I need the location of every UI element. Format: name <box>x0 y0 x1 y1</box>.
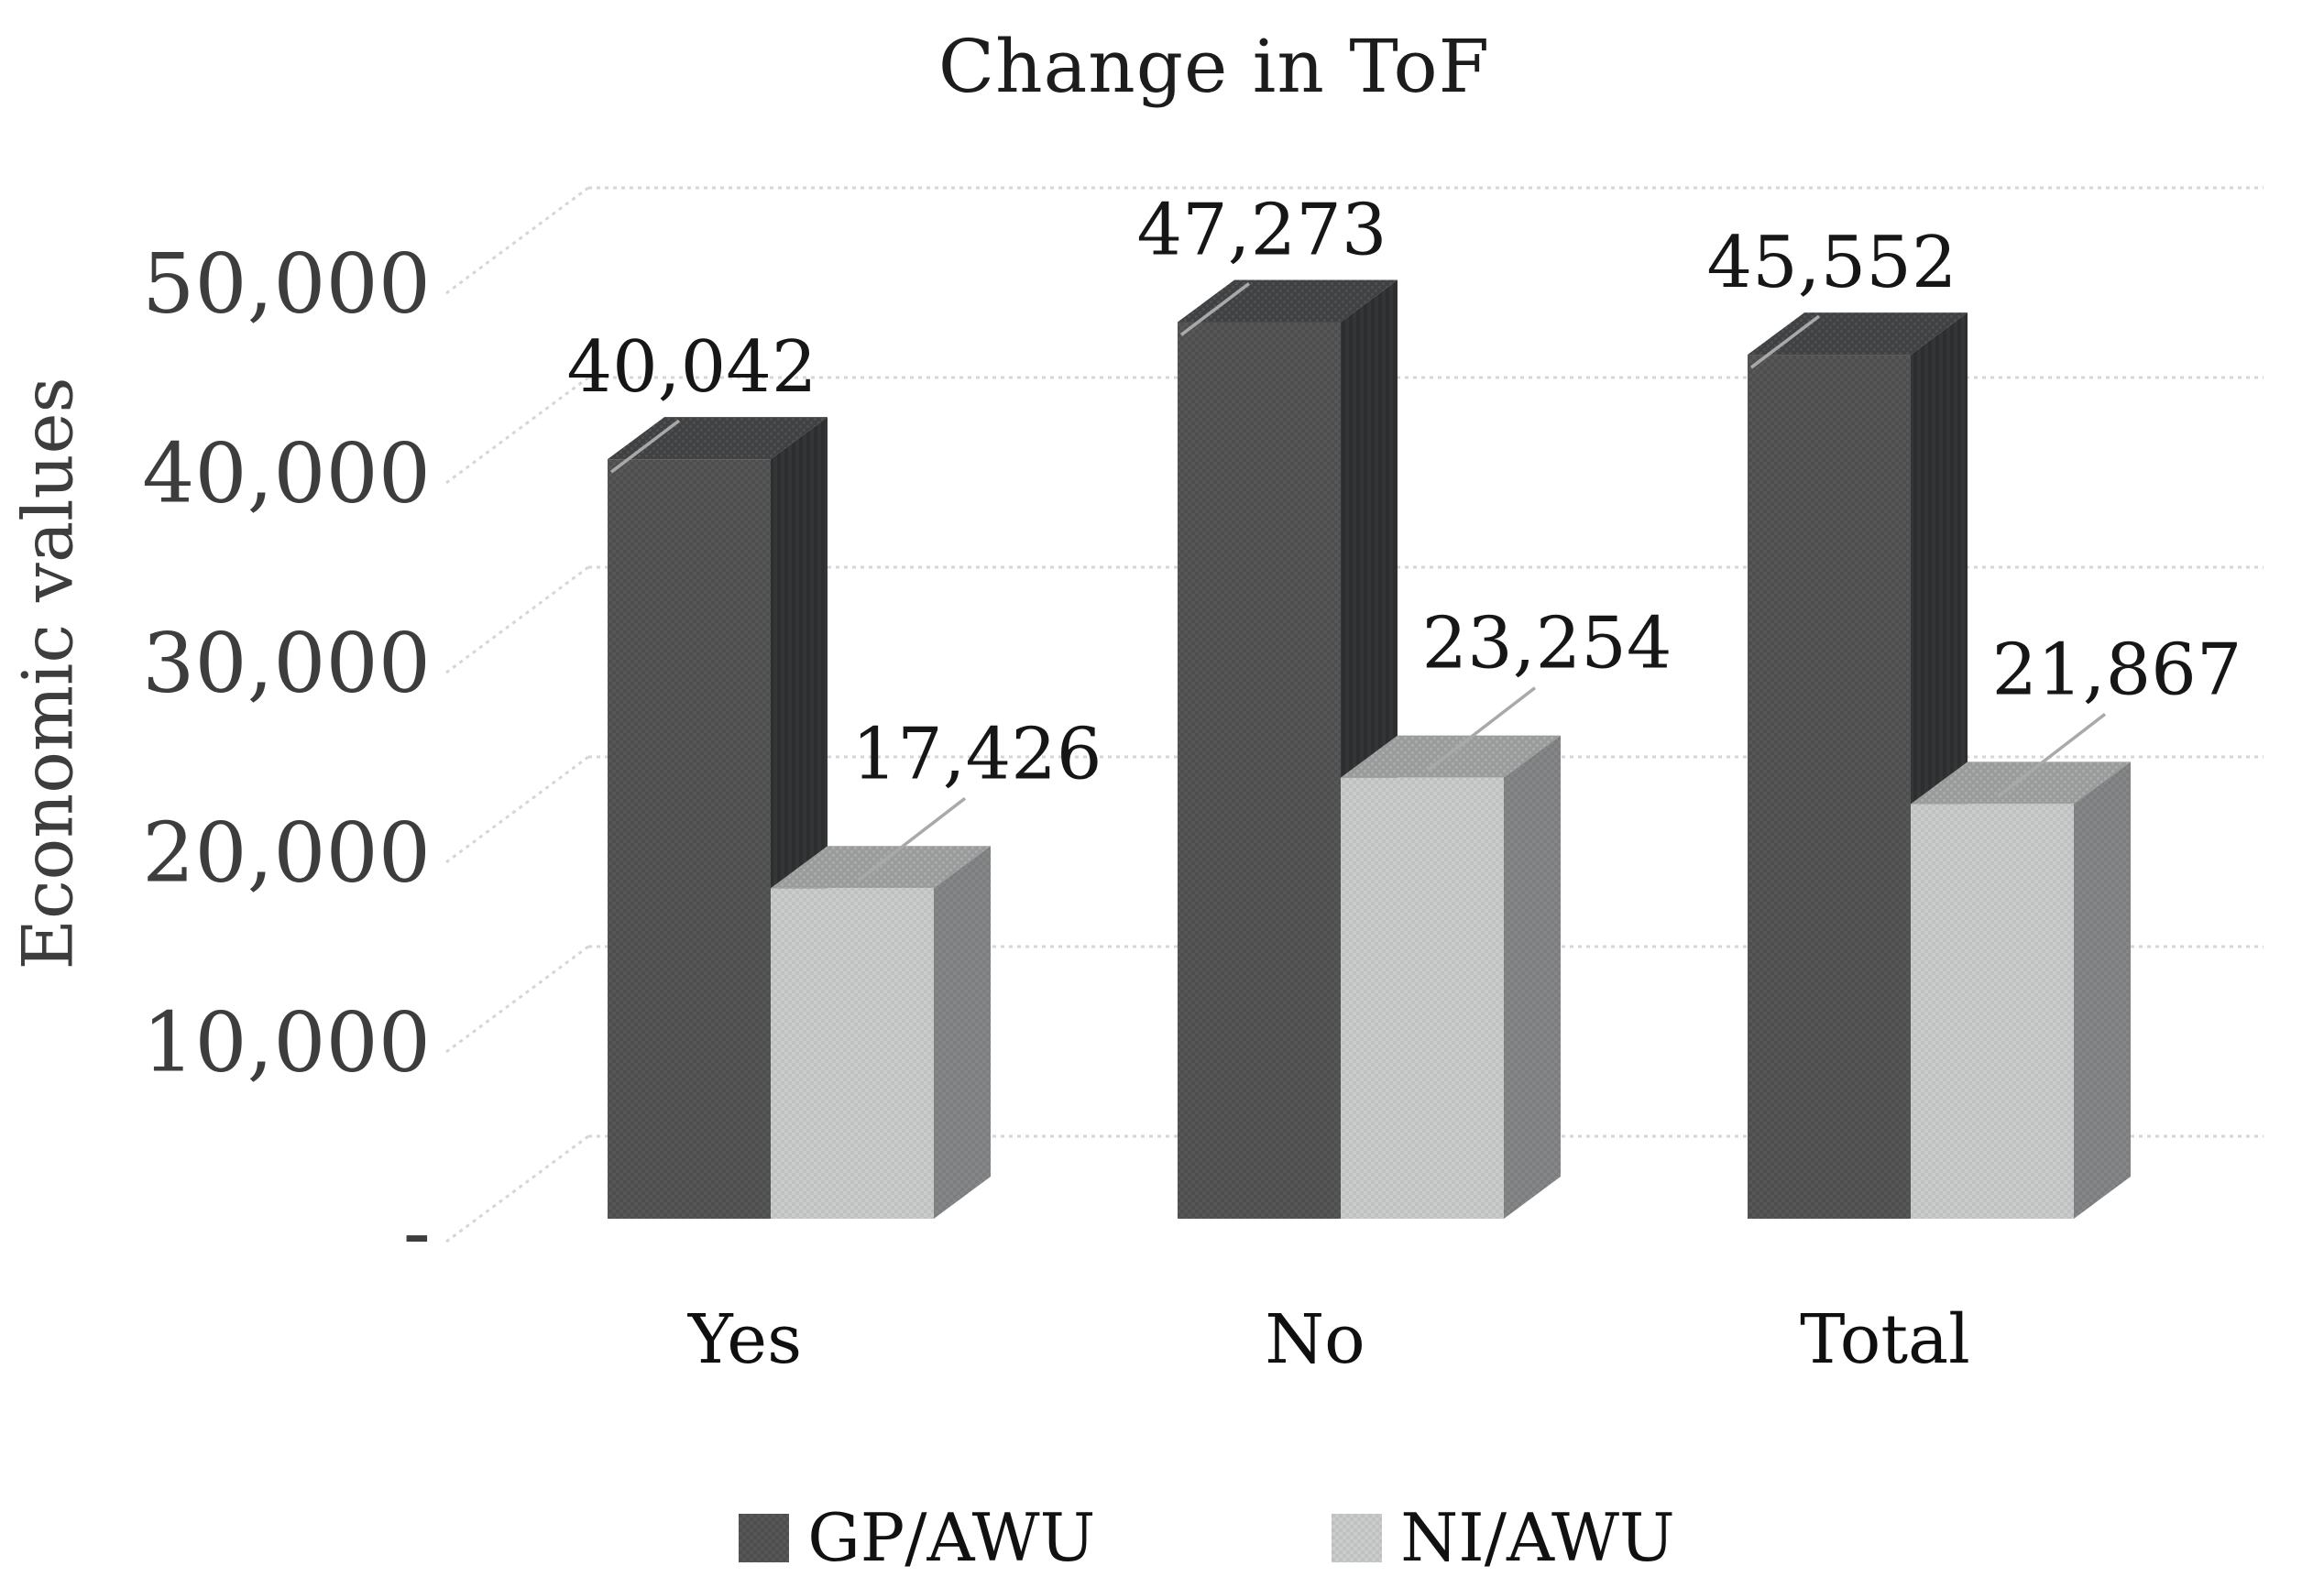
gridline-layer: - 10,000 20,000 30,000 40,000 50,000 <box>142 186 2264 1281</box>
bar-ni-awu-total <box>1911 761 2131 1219</box>
label-layer: 40,042 17,426 Yes 47,273 23,254 No 45,552 21,86… <box>567 189 2242 1379</box>
legend-item-ni-awu: NI/AWU <box>1332 1499 1675 1576</box>
legend-swatch-ni-awu-icon <box>1332 1513 1383 1562</box>
bar-face-front <box>771 888 934 1219</box>
bar-face-top <box>771 846 991 889</box>
category-label-no: No <box>1265 1300 1365 1379</box>
data-label-ni-awu-total: 21,867 <box>1992 629 2242 711</box>
y-tick-label-0: - <box>403 1185 431 1281</box>
bar-face-top <box>1748 312 1968 356</box>
chart-title: Change in ToF <box>937 24 1491 109</box>
y-tick-label-40000: 40,000 <box>142 426 431 522</box>
data-label-gp-awu-no: 47,273 <box>1137 189 1387 271</box>
y-tick-label-30000: 30,000 <box>142 616 431 712</box>
bar-gp-awu-total <box>1748 312 1968 1219</box>
category-label-yes: Yes <box>687 1300 802 1379</box>
bar-layer <box>608 279 2131 1219</box>
y-tick-label-50000: 50,000 <box>142 236 431 333</box>
data-label-gp-awu-yes: 40,042 <box>567 326 817 409</box>
leader-line-ni-awu-total <box>1996 712 2107 798</box>
legend-item-gp-awu: GP/AWU <box>739 1499 1095 1576</box>
gridline-stub-0 <box>445 1134 589 1243</box>
category-label-total: Total <box>1800 1300 1970 1379</box>
y-tick-label-20000: 20,000 <box>142 805 431 902</box>
bar-gp-awu-no <box>1178 279 1398 1219</box>
bar-face-front <box>1748 355 1911 1219</box>
gridline-stub-30000 <box>445 565 589 674</box>
bar-face-side <box>2074 761 2131 1219</box>
bar-face-side <box>1504 735 1561 1219</box>
data-label-ni-awu-no: 23,254 <box>1422 603 1672 685</box>
gridline-stub-10000 <box>445 945 589 1054</box>
data-label-ni-awu-yes: 17,426 <box>852 713 1102 795</box>
bar-face-front <box>1911 804 2074 1219</box>
leader-line-gp-awu-yes <box>609 419 681 474</box>
gridline-stub-20000 <box>445 755 589 864</box>
bar-face-top <box>608 417 828 460</box>
bar-face-front <box>1341 777 1504 1219</box>
bar-ni-awu-yes <box>771 846 991 1219</box>
bar-face-top <box>1911 761 2131 805</box>
legend-label-ni-awu: NI/AWU <box>1400 1499 1675 1576</box>
data-label-gp-awu-total: 45,552 <box>1707 222 1957 304</box>
bar-face-side <box>934 846 991 1219</box>
bar-face-front <box>1178 322 1341 1219</box>
gridline-stub-50000 <box>445 186 589 295</box>
legend-label-gp-awu: GP/AWU <box>807 1499 1096 1576</box>
leader-line-gp-awu-total <box>1749 314 1821 369</box>
bar-face-top <box>1178 279 1398 323</box>
bar-face-front <box>608 459 771 1219</box>
bar-ni-awu-no <box>1341 735 1561 1219</box>
leader-line-ni-awu-no <box>1426 686 1537 772</box>
leader-line-gp-awu-no <box>1179 282 1251 336</box>
leader-line-ni-awu-yes <box>856 796 967 882</box>
legend: GP/AWU NI/AWU <box>45 1499 2324 1576</box>
y-tick-label-10000: 10,000 <box>142 995 431 1091</box>
legend-swatch-gp-awu-icon <box>739 1513 790 1562</box>
bar-face-top <box>1341 735 1561 778</box>
